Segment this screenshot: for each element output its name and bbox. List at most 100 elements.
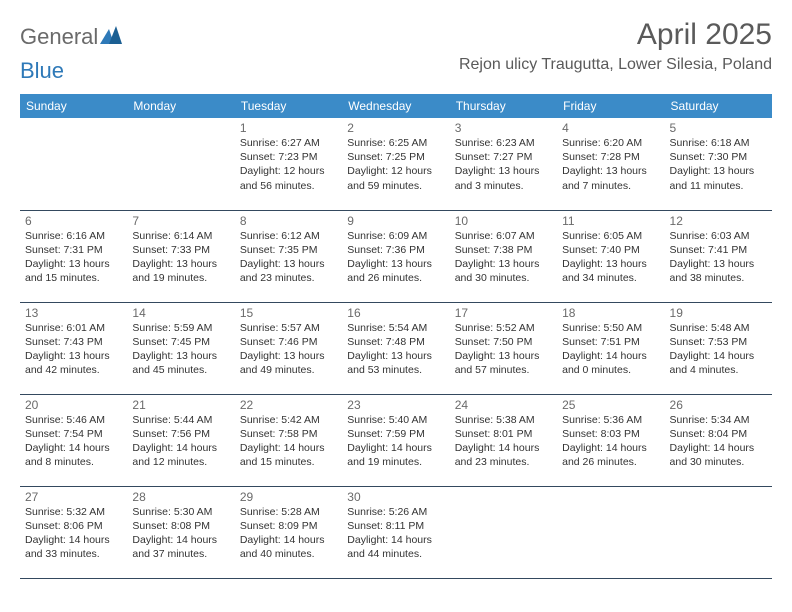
day-number: 7	[132, 214, 229, 228]
day-number: 6	[25, 214, 122, 228]
calendar-cell: 9Sunrise: 6:09 AMSunset: 7:36 PMDaylight…	[342, 210, 449, 302]
sunset-line: Sunset: 8:06 PM	[25, 519, 122, 533]
sunset-line: Sunset: 7:41 PM	[670, 243, 767, 257]
calendar-cell: 30Sunrise: 5:26 AMSunset: 8:11 PMDayligh…	[342, 486, 449, 578]
sunrise-line: Sunrise: 5:50 AM	[562, 321, 659, 335]
sunrise-line: Sunrise: 6:23 AM	[455, 136, 552, 150]
daylight-line: Daylight: 13 hours and 11 minutes.	[670, 164, 767, 192]
daylight-line: Daylight: 14 hours and 0 minutes.	[562, 349, 659, 377]
calendar-cell: 13Sunrise: 6:01 AMSunset: 7:43 PMDayligh…	[20, 302, 127, 394]
daylight-line: Daylight: 13 hours and 53 minutes.	[347, 349, 444, 377]
sunset-line: Sunset: 7:33 PM	[132, 243, 229, 257]
daylight-line: Daylight: 13 hours and 26 minutes.	[347, 257, 444, 285]
sunrise-line: Sunrise: 6:03 AM	[670, 229, 767, 243]
sunset-line: Sunset: 8:04 PM	[670, 427, 767, 441]
day-number: 1	[240, 121, 337, 135]
calendar-cell: 11Sunrise: 6:05 AMSunset: 7:40 PMDayligh…	[557, 210, 664, 302]
day-number: 22	[240, 398, 337, 412]
daylight-line: Daylight: 14 hours and 12 minutes.	[132, 441, 229, 469]
day-header: Sunday	[20, 94, 127, 118]
sunset-line: Sunset: 7:38 PM	[455, 243, 552, 257]
sunrise-line: Sunrise: 5:28 AM	[240, 505, 337, 519]
day-number: 27	[25, 490, 122, 504]
calendar-cell: 10Sunrise: 6:07 AMSunset: 7:38 PMDayligh…	[450, 210, 557, 302]
sunrise-line: Sunrise: 6:07 AM	[455, 229, 552, 243]
day-number: 8	[240, 214, 337, 228]
daylight-line: Daylight: 13 hours and 19 minutes.	[132, 257, 229, 285]
calendar-cell: 3Sunrise: 6:23 AMSunset: 7:27 PMDaylight…	[450, 118, 557, 210]
sunset-line: Sunset: 7:58 PM	[240, 427, 337, 441]
calendar-cell	[127, 118, 234, 210]
daylight-line: Daylight: 13 hours and 38 minutes.	[670, 257, 767, 285]
calendar-cell: 14Sunrise: 5:59 AMSunset: 7:45 PMDayligh…	[127, 302, 234, 394]
calendar-row: 13Sunrise: 6:01 AMSunset: 7:43 PMDayligh…	[20, 302, 772, 394]
sunrise-line: Sunrise: 5:26 AM	[347, 505, 444, 519]
logo-mark-icon	[100, 24, 122, 50]
daylight-line: Daylight: 14 hours and 23 minutes.	[455, 441, 552, 469]
sunset-line: Sunset: 7:28 PM	[562, 150, 659, 164]
daylight-line: Daylight: 13 hours and 7 minutes.	[562, 164, 659, 192]
calendar-cell: 19Sunrise: 5:48 AMSunset: 7:53 PMDayligh…	[665, 302, 772, 394]
daylight-line: Daylight: 13 hours and 34 minutes.	[562, 257, 659, 285]
day-number: 2	[347, 121, 444, 135]
calendar-cell: 24Sunrise: 5:38 AMSunset: 8:01 PMDayligh…	[450, 394, 557, 486]
sunset-line: Sunset: 7:31 PM	[25, 243, 122, 257]
daylight-line: Daylight: 14 hours and 8 minutes.	[25, 441, 122, 469]
day-header: Friday	[557, 94, 664, 118]
calendar-cell: 1Sunrise: 6:27 AMSunset: 7:23 PMDaylight…	[235, 118, 342, 210]
day-number: 20	[25, 398, 122, 412]
sunset-line: Sunset: 7:27 PM	[455, 150, 552, 164]
sunrise-line: Sunrise: 5:59 AM	[132, 321, 229, 335]
day-header-row: SundayMondayTuesdayWednesdayThursdayFrid…	[20, 94, 772, 118]
daylight-line: Daylight: 13 hours and 42 minutes.	[25, 349, 122, 377]
calendar-cell	[557, 486, 664, 578]
day-number: 3	[455, 121, 552, 135]
day-number: 18	[562, 306, 659, 320]
calendar-cell: 4Sunrise: 6:20 AMSunset: 7:28 PMDaylight…	[557, 118, 664, 210]
daylight-line: Daylight: 14 hours and 30 minutes.	[670, 441, 767, 469]
sunset-line: Sunset: 8:03 PM	[562, 427, 659, 441]
calendar-cell: 8Sunrise: 6:12 AMSunset: 7:35 PMDaylight…	[235, 210, 342, 302]
day-number: 23	[347, 398, 444, 412]
sunset-line: Sunset: 7:25 PM	[347, 150, 444, 164]
day-header: Thursday	[450, 94, 557, 118]
sunrise-line: Sunrise: 6:18 AM	[670, 136, 767, 150]
sunset-line: Sunset: 7:50 PM	[455, 335, 552, 349]
daylight-line: Daylight: 14 hours and 26 minutes.	[562, 441, 659, 469]
sunrise-line: Sunrise: 5:38 AM	[455, 413, 552, 427]
logo: General	[20, 24, 124, 50]
location: Rejon ulicy Traugutta, Lower Silesia, Po…	[459, 56, 772, 74]
daylight-line: Daylight: 13 hours and 23 minutes.	[240, 257, 337, 285]
sunset-line: Sunset: 8:09 PM	[240, 519, 337, 533]
calendar-cell: 22Sunrise: 5:42 AMSunset: 7:58 PMDayligh…	[235, 394, 342, 486]
calendar-cell: 20Sunrise: 5:46 AMSunset: 7:54 PMDayligh…	[20, 394, 127, 486]
calendar-cell: 6Sunrise: 6:16 AMSunset: 7:31 PMDaylight…	[20, 210, 127, 302]
sunrise-line: Sunrise: 6:27 AM	[240, 136, 337, 150]
calendar-cell	[665, 486, 772, 578]
sunset-line: Sunset: 7:48 PM	[347, 335, 444, 349]
calendar-row: 20Sunrise: 5:46 AMSunset: 7:54 PMDayligh…	[20, 394, 772, 486]
calendar-cell: 29Sunrise: 5:28 AMSunset: 8:09 PMDayligh…	[235, 486, 342, 578]
day-number: 9	[347, 214, 444, 228]
calendar-row: 27Sunrise: 5:32 AMSunset: 8:06 PMDayligh…	[20, 486, 772, 578]
sunset-line: Sunset: 7:56 PM	[132, 427, 229, 441]
sunset-line: Sunset: 7:36 PM	[347, 243, 444, 257]
sunrise-line: Sunrise: 6:05 AM	[562, 229, 659, 243]
calendar-cell: 26Sunrise: 5:34 AMSunset: 8:04 PMDayligh…	[665, 394, 772, 486]
calendar-cell	[20, 118, 127, 210]
sunset-line: Sunset: 7:46 PM	[240, 335, 337, 349]
calendar-row: 6Sunrise: 6:16 AMSunset: 7:31 PMDaylight…	[20, 210, 772, 302]
day-number: 26	[670, 398, 767, 412]
daylight-line: Daylight: 12 hours and 56 minutes.	[240, 164, 337, 192]
day-number: 21	[132, 398, 229, 412]
day-number: 30	[347, 490, 444, 504]
sunrise-line: Sunrise: 6:20 AM	[562, 136, 659, 150]
calendar-cell: 16Sunrise: 5:54 AMSunset: 7:48 PMDayligh…	[342, 302, 449, 394]
sunrise-line: Sunrise: 5:42 AM	[240, 413, 337, 427]
day-header: Monday	[127, 94, 234, 118]
sunset-line: Sunset: 7:59 PM	[347, 427, 444, 441]
day-number: 24	[455, 398, 552, 412]
day-number: 19	[670, 306, 767, 320]
month-title: April 2025	[459, 18, 772, 52]
day-header: Saturday	[665, 94, 772, 118]
